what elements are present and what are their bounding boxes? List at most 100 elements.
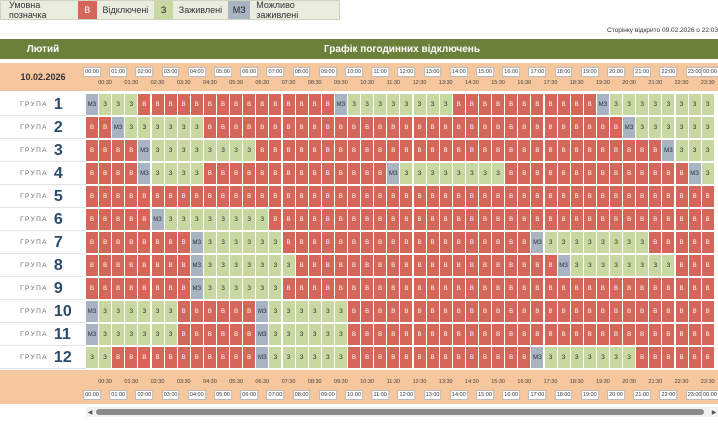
schedule-cell: В bbox=[112, 209, 125, 230]
schedule-cell: МЗ bbox=[86, 94, 98, 115]
schedule-cell: З bbox=[203, 232, 216, 253]
time-label-half: 08:30 bbox=[307, 80, 322, 86]
schedule-cell: В bbox=[583, 117, 596, 138]
schedule-cell: В bbox=[321, 140, 334, 161]
schedule-cell: В bbox=[99, 117, 112, 138]
time-label-half: 22:30 bbox=[674, 379, 689, 385]
schedule-cell: В bbox=[492, 140, 505, 161]
horizontal-scrollbar[interactable]: ◀ ▶ bbox=[86, 407, 718, 417]
schedule-cell: В bbox=[649, 163, 662, 184]
schedule-cell: В bbox=[439, 278, 452, 299]
schedule-cell: В bbox=[413, 278, 426, 299]
schedule-cell: З bbox=[269, 347, 282, 368]
schedule-cell: МЗ bbox=[596, 94, 609, 115]
schedule-cell: В bbox=[256, 186, 269, 207]
schedule-cell: В bbox=[662, 278, 675, 299]
schedule-cell: В bbox=[583, 163, 596, 184]
schedule-cell: В bbox=[531, 255, 544, 276]
time-label-hour: 16:00 bbox=[502, 67, 521, 77]
schedule-cell: В bbox=[99, 278, 112, 299]
schedule-cell: В bbox=[518, 301, 531, 322]
schedule-cell: З bbox=[151, 324, 164, 345]
schedule-cell: В bbox=[492, 347, 505, 368]
schedule-cell: В bbox=[479, 186, 491, 207]
schedule-cell: В bbox=[465, 278, 478, 299]
scroll-right-arrow-icon[interactable]: ▶ bbox=[711, 409, 717, 416]
time-label-hour: 19:00 bbox=[580, 67, 599, 77]
schedule-cell: В bbox=[308, 209, 321, 230]
schedule-cell: В bbox=[203, 163, 216, 184]
schedule-cell: В bbox=[86, 278, 98, 299]
schedule-cell: В bbox=[308, 140, 321, 161]
schedule-cell: В bbox=[465, 347, 478, 368]
schedule-cell: В bbox=[544, 140, 557, 161]
schedule-cell: В bbox=[439, 347, 452, 368]
schedule-cell: З bbox=[217, 209, 229, 230]
schedule-cell: В bbox=[413, 324, 426, 345]
time-label-hour: 11:00 bbox=[371, 390, 389, 400]
schedule-cell: З bbox=[688, 140, 701, 161]
schedule-cell: З bbox=[623, 232, 636, 253]
schedule-cell: В bbox=[374, 186, 387, 207]
schedule-cell: З bbox=[269, 324, 282, 345]
schedule-cell: В bbox=[479, 324, 491, 345]
group-number: 9 bbox=[53, 279, 63, 297]
schedule-cell: В bbox=[505, 186, 518, 207]
schedule-cell: В bbox=[295, 163, 308, 184]
schedule-cell: З bbox=[282, 347, 295, 368]
schedule-cell: З bbox=[243, 255, 256, 276]
group-label-4: ГРУПА 4 bbox=[0, 163, 86, 185]
schedule-cell: В bbox=[348, 117, 360, 138]
group-number: 8 bbox=[53, 256, 63, 274]
schedule-cell: В bbox=[505, 232, 518, 253]
group-word: ГРУПА bbox=[20, 101, 48, 108]
schedule-cell: В bbox=[623, 209, 636, 230]
schedule-cell: В bbox=[531, 140, 544, 161]
schedule-cell: З bbox=[596, 232, 609, 253]
schedule-cell: В bbox=[361, 186, 374, 207]
schedule-cell: З bbox=[400, 94, 413, 115]
schedule-cell: В bbox=[452, 94, 465, 115]
schedule-cell: З bbox=[649, 255, 662, 276]
time-label-hour: 19:00 bbox=[580, 390, 599, 400]
time-label-hour: 20:00 bbox=[607, 390, 625, 400]
schedule-cell: З bbox=[400, 163, 413, 184]
schedule-cell: З bbox=[243, 232, 256, 253]
schedule-cell: В bbox=[413, 186, 426, 207]
schedule-cell: В bbox=[334, 232, 347, 253]
schedule-cell: В bbox=[138, 255, 151, 276]
scrollbar-thumb[interactable] bbox=[96, 409, 704, 415]
schedule-cell: В bbox=[492, 209, 505, 230]
schedule-cell: В bbox=[544, 117, 557, 138]
schedule-cell: З bbox=[203, 255, 216, 276]
schedule-cell: В bbox=[701, 278, 714, 299]
time-label-half: 13:30 bbox=[438, 379, 453, 385]
schedule-cell: МЗ bbox=[256, 301, 269, 322]
schedule-cell: В bbox=[269, 140, 282, 161]
schedule-cell: В bbox=[492, 255, 505, 276]
schedule-cell: З bbox=[164, 209, 177, 230]
time-label-hour: 03:00 bbox=[161, 390, 180, 400]
schedule-cell: В bbox=[570, 140, 583, 161]
time-label-hour: 08:00 bbox=[292, 390, 311, 400]
schedule-cell: В bbox=[479, 209, 491, 230]
schedule-cell: В bbox=[99, 232, 112, 253]
schedule-cell: В bbox=[675, 209, 688, 230]
time-label-half: 13:30 bbox=[438, 80, 453, 86]
schedule-cell: В bbox=[649, 324, 662, 345]
schedule-cell: В bbox=[282, 117, 295, 138]
schedule-cell: В bbox=[518, 186, 531, 207]
group-label-9: ГРУПА 9 bbox=[0, 278, 86, 300]
schedule-cell: В bbox=[636, 301, 649, 322]
schedule-cell: В bbox=[190, 186, 203, 207]
group-number: 7 bbox=[53, 233, 63, 251]
schedule-cell: В bbox=[583, 186, 596, 207]
schedule-cell: В bbox=[230, 117, 243, 138]
schedule-cell: З bbox=[662, 94, 675, 115]
schedule-cell: В bbox=[518, 255, 531, 276]
scroll-left-arrow-icon[interactable]: ◀ bbox=[87, 409, 93, 416]
time-label-hour: 15:00 bbox=[476, 390, 494, 400]
schedule-cell: В bbox=[623, 278, 636, 299]
legend: Умовна позначка В Відключені З Заживлені… bbox=[0, 0, 340, 20]
schedule-cell: В bbox=[583, 209, 596, 230]
